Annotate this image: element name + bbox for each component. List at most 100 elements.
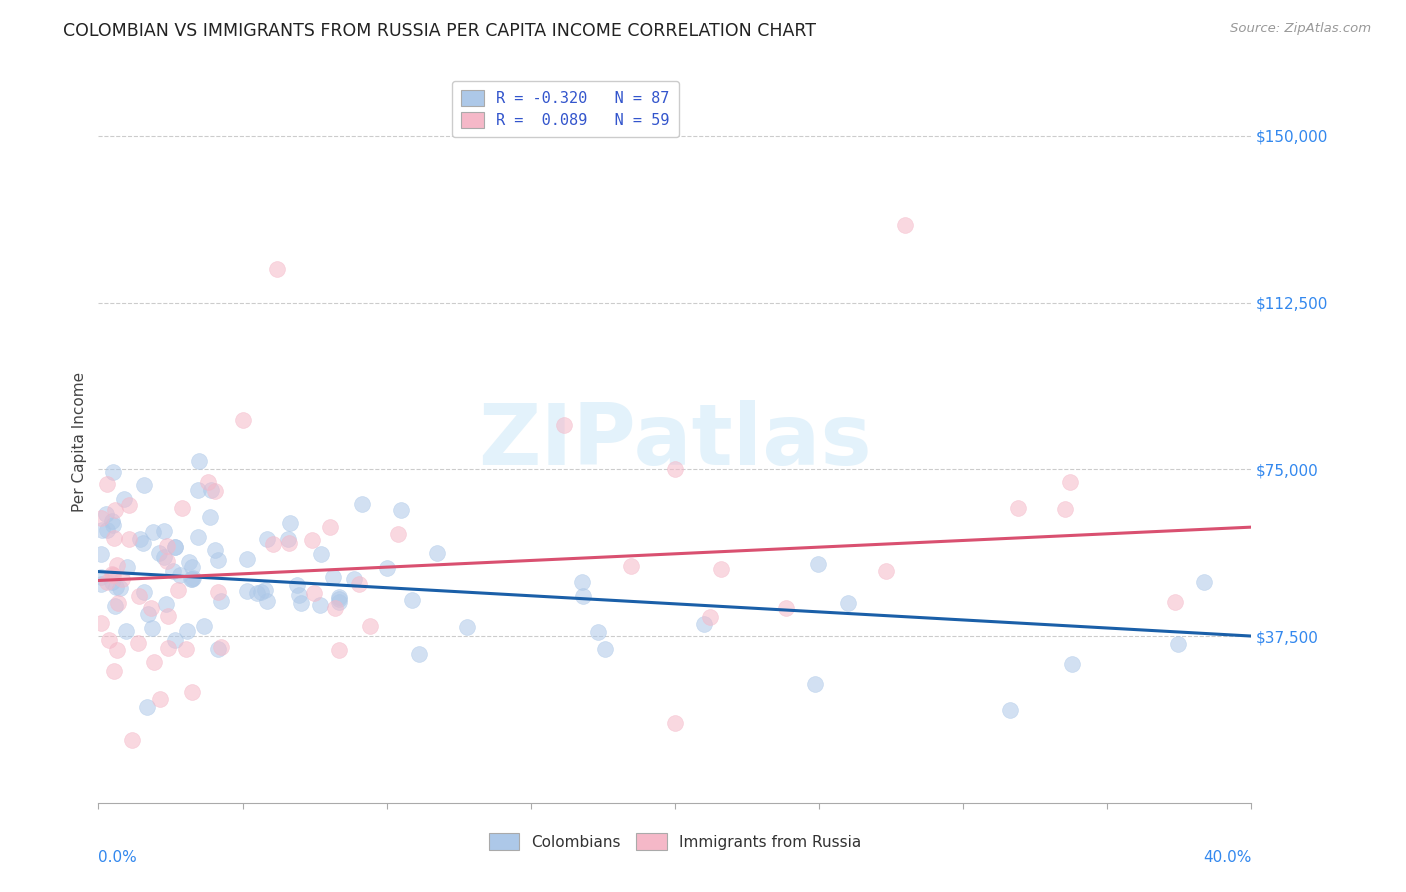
Point bbox=[328, 590, 350, 604]
Point bbox=[775, 600, 797, 615]
Point bbox=[181, 571, 204, 585]
Point bbox=[620, 559, 643, 574]
Point bbox=[187, 530, 209, 544]
Point bbox=[807, 557, 830, 571]
Point bbox=[118, 498, 141, 512]
Point bbox=[343, 572, 366, 586]
Point bbox=[101, 517, 124, 532]
Point bbox=[101, 568, 124, 582]
Point bbox=[105, 580, 128, 594]
Point bbox=[107, 596, 129, 610]
Point bbox=[156, 608, 179, 623]
Point bbox=[894, 218, 917, 232]
Point bbox=[96, 575, 118, 590]
Point bbox=[128, 589, 150, 603]
Point bbox=[389, 503, 412, 517]
Point bbox=[309, 599, 332, 613]
Point bbox=[141, 621, 163, 635]
Point bbox=[101, 566, 124, 581]
Point bbox=[311, 547, 333, 561]
Point bbox=[176, 641, 198, 656]
Point bbox=[266, 262, 288, 277]
Point bbox=[359, 619, 381, 633]
Point bbox=[207, 552, 229, 566]
Point bbox=[188, 454, 211, 468]
Point bbox=[350, 497, 373, 511]
Point bbox=[117, 532, 139, 546]
Point bbox=[176, 624, 198, 638]
Point bbox=[104, 599, 127, 613]
Point bbox=[138, 607, 160, 622]
Point bbox=[90, 616, 112, 631]
Point bbox=[1059, 475, 1081, 489]
Point bbox=[207, 585, 229, 599]
Point bbox=[180, 572, 202, 586]
Point bbox=[143, 655, 166, 669]
Point bbox=[148, 546, 170, 560]
Point bbox=[588, 625, 610, 640]
Point bbox=[169, 567, 191, 582]
Point bbox=[139, 600, 162, 615]
Point bbox=[304, 585, 326, 599]
Point bbox=[187, 483, 209, 497]
Point bbox=[1167, 637, 1189, 651]
Point bbox=[236, 551, 259, 566]
Point bbox=[1062, 657, 1084, 671]
Point bbox=[256, 594, 278, 608]
Point bbox=[181, 685, 204, 699]
Point bbox=[181, 572, 204, 586]
Point bbox=[571, 574, 593, 589]
Point bbox=[318, 520, 340, 534]
Point bbox=[456, 620, 478, 634]
Point bbox=[127, 636, 149, 650]
Point bbox=[256, 533, 278, 547]
Point bbox=[115, 559, 138, 574]
Point bbox=[200, 483, 222, 497]
Point bbox=[328, 592, 350, 607]
Text: 0.0%: 0.0% bbox=[98, 850, 138, 864]
Point bbox=[101, 465, 124, 479]
Point bbox=[132, 478, 155, 492]
Point bbox=[163, 540, 186, 554]
Point bbox=[262, 537, 284, 551]
Point bbox=[250, 584, 273, 599]
Point bbox=[426, 546, 449, 560]
Point bbox=[101, 514, 124, 528]
Point bbox=[347, 577, 370, 591]
Point bbox=[193, 619, 215, 633]
Point bbox=[1053, 502, 1076, 516]
Point bbox=[710, 562, 733, 576]
Point bbox=[804, 677, 827, 691]
Point bbox=[90, 510, 112, 524]
Point bbox=[90, 576, 112, 591]
Point bbox=[200, 510, 222, 524]
Point bbox=[172, 501, 194, 516]
Point bbox=[209, 594, 232, 608]
Point bbox=[209, 640, 232, 654]
Point bbox=[664, 462, 686, 476]
Point bbox=[231, 413, 254, 427]
Point bbox=[179, 555, 201, 569]
Point bbox=[246, 586, 269, 600]
Point bbox=[105, 642, 128, 657]
Point bbox=[207, 641, 229, 656]
Point bbox=[90, 548, 112, 562]
Point bbox=[290, 596, 312, 610]
Legend: Colombians, Immigrants from Russia: Colombians, Immigrants from Russia bbox=[482, 827, 868, 856]
Point bbox=[155, 597, 177, 611]
Point bbox=[156, 554, 179, 568]
Point bbox=[152, 524, 174, 539]
Point bbox=[94, 508, 117, 522]
Point bbox=[699, 610, 721, 624]
Point bbox=[553, 417, 575, 432]
Point bbox=[301, 533, 323, 547]
Point bbox=[97, 632, 120, 647]
Point bbox=[96, 477, 118, 491]
Y-axis label: Per Capita Income: Per Capita Income bbox=[72, 371, 87, 512]
Point bbox=[162, 564, 184, 578]
Point bbox=[152, 550, 174, 565]
Point bbox=[181, 560, 204, 574]
Point bbox=[328, 594, 350, 608]
Point bbox=[129, 532, 152, 546]
Point bbox=[1192, 575, 1215, 590]
